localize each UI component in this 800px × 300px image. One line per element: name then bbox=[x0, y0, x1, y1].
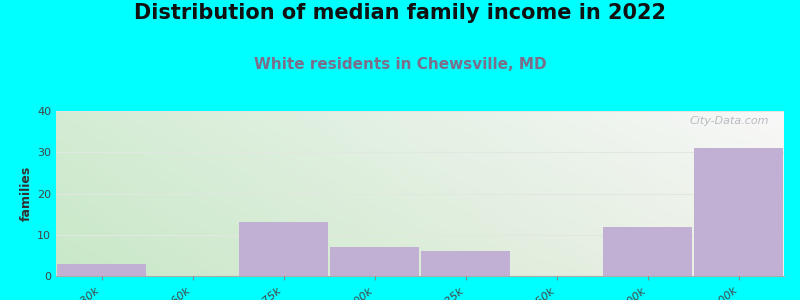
Bar bbox=[330, 247, 419, 276]
Bar bbox=[603, 226, 692, 276]
Bar bbox=[239, 222, 328, 276]
Text: City-Data.com: City-Data.com bbox=[690, 116, 770, 126]
Y-axis label: families: families bbox=[20, 166, 33, 221]
Text: Distribution of median family income in 2022: Distribution of median family income in … bbox=[134, 3, 666, 23]
Text: White residents in Chewsville, MD: White residents in Chewsville, MD bbox=[254, 57, 546, 72]
Bar bbox=[694, 148, 783, 276]
Bar bbox=[421, 251, 510, 276]
Bar bbox=[57, 264, 146, 276]
